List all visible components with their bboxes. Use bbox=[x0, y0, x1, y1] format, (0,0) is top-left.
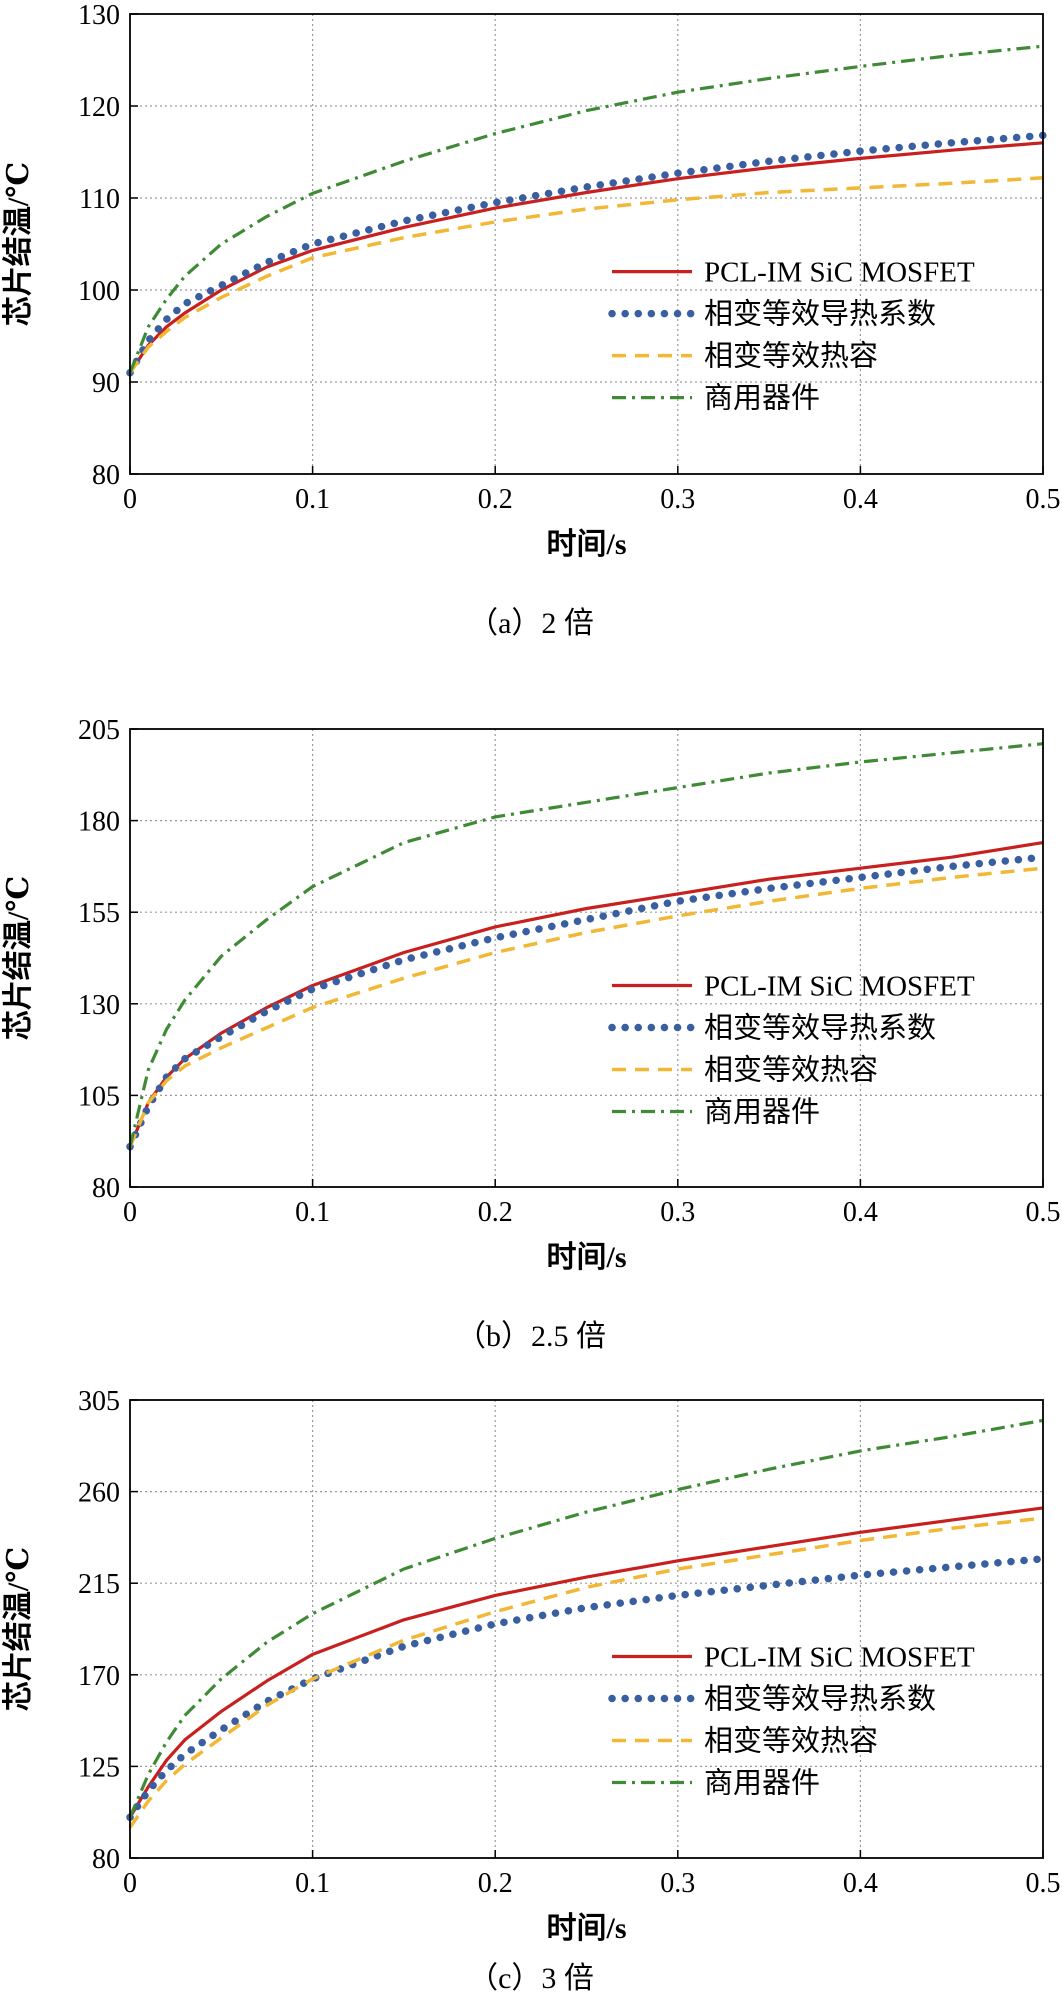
x-tick-label: 0 bbox=[123, 1868, 137, 1899]
y-tick-label: 205 bbox=[78, 715, 120, 746]
y-tick-label: 105 bbox=[78, 1081, 120, 1112]
chart-panel-3: 0 0.1 0.2 0.3 0.4 0.5 80 125 170 215 260 305 时间/s 芯片结… bbox=[2, 1386, 1061, 1995]
x-tick-label: 0.4 bbox=[843, 1197, 878, 1228]
x-axis-label: 时间/s bbox=[546, 528, 626, 561]
legend-label-2: 相变等效导热系数 bbox=[704, 298, 936, 331]
legend-label-4: 商用器件 bbox=[704, 1766, 820, 1799]
y-tick-label: 180 bbox=[78, 807, 120, 838]
plot-frame bbox=[129, 728, 1044, 1188]
y-tick-label: 120 bbox=[78, 92, 120, 123]
series-line-4 bbox=[128, 1418, 1044, 1818]
x-tick-label: 0.5 bbox=[1026, 1197, 1061, 1228]
plot-frame bbox=[129, 13, 1044, 475]
chart-panel-1: 0 0.1 0.2 0.3 0.4 0.5 80 90 100 110 120 130 时间/s 芯片结温… bbox=[2, 0, 1061, 640]
y-tick-label: 215 bbox=[78, 1569, 120, 1600]
series-line-4 bbox=[128, 742, 1044, 1148]
series-line-1 bbox=[128, 841, 1044, 1148]
y-tick-label: 80 bbox=[92, 460, 120, 491]
x-tick-label: 0.4 bbox=[843, 484, 878, 515]
legend-label-3: 相变等效热容 bbox=[704, 1724, 878, 1757]
series-line-2 bbox=[126, 131, 1047, 377]
x-tick-label: 0.5 bbox=[1026, 484, 1061, 515]
series-line-1 bbox=[128, 141, 1044, 374]
legend-label-1: PCL-IM SiC MOSFET bbox=[704, 1641, 975, 1673]
legend-label-1: PCL-IM SiC MOSFET bbox=[704, 970, 975, 1002]
y-tick-label: 90 bbox=[92, 368, 120, 399]
panel-caption: （c）3 倍 bbox=[468, 1962, 594, 1995]
y-tick-label: 260 bbox=[78, 1478, 120, 1509]
x-axis-label: 时间/s bbox=[546, 1912, 626, 1945]
x-tick-label: 0 bbox=[123, 1197, 137, 1228]
x-tick-label: 0.1 bbox=[295, 1197, 330, 1228]
legend-label-3: 相变等效热容 bbox=[704, 1053, 878, 1086]
y-axis-label: 芯片结温/℃ bbox=[2, 876, 35, 1040]
legend-label-4: 商用器件 bbox=[704, 382, 820, 415]
x-tick-label: 0.2 bbox=[478, 1197, 513, 1228]
y-tick-label: 80 bbox=[92, 1844, 120, 1875]
x-tick-label: 0.3 bbox=[660, 484, 695, 515]
plot-frame bbox=[129, 1399, 1044, 1859]
legend-label-3: 相变等效热容 bbox=[704, 340, 878, 373]
x-tick-label: 0.3 bbox=[660, 1868, 695, 1899]
x-tick-label: 0.1 bbox=[295, 484, 330, 515]
x-tick-label: 0.3 bbox=[660, 1197, 695, 1228]
chart-panel-2: 0 0.1 0.2 0.3 0.4 0.5 80 105 130 155 180 205 时间/s 芯片结… bbox=[2, 715, 1061, 1353]
x-tick-label: 0.2 bbox=[478, 1868, 513, 1899]
series-line-3 bbox=[128, 866, 1044, 1148]
legend-label-1: PCL-IM SiC MOSFET bbox=[704, 257, 975, 289]
y-axis-label: 芯片结温/℃ bbox=[2, 1547, 35, 1711]
legend-label-4: 商用器件 bbox=[704, 1095, 820, 1128]
y-tick-label: 170 bbox=[78, 1661, 120, 1692]
y-tick-label: 130 bbox=[78, 990, 120, 1021]
series-line-3 bbox=[128, 176, 1044, 374]
y-tick-label: 80 bbox=[92, 1173, 120, 1204]
series-line-2 bbox=[126, 1555, 1047, 1822]
x-tick-label: 0 bbox=[123, 484, 137, 515]
y-tick-label: 110 bbox=[79, 184, 120, 215]
series-line-4 bbox=[128, 44, 1044, 374]
y-tick-label: 155 bbox=[78, 898, 120, 929]
x-tick-label: 0.5 bbox=[1026, 1868, 1061, 1899]
x-tick-label: 0.2 bbox=[478, 484, 513, 515]
y-tick-label: 125 bbox=[78, 1752, 120, 1783]
series-line-1 bbox=[128, 1506, 1044, 1819]
x-tick-label: 0.4 bbox=[843, 1868, 878, 1899]
panel-caption: （b）2.5 倍 bbox=[456, 1320, 606, 1353]
x-tick-label: 0.1 bbox=[295, 1868, 330, 1899]
y-axis-label: 芯片结温/℃ bbox=[2, 162, 35, 326]
legend-label-2: 相变等效导热系数 bbox=[704, 1682, 936, 1715]
y-tick-label: 305 bbox=[78, 1386, 120, 1417]
panel-caption: （a）2 倍 bbox=[468, 607, 594, 640]
x-axis-label: 时间/s bbox=[546, 1241, 626, 1274]
y-tick-label: 100 bbox=[78, 276, 120, 307]
y-tick-label: 130 bbox=[78, 0, 120, 31]
legend-label-2: 相变等效导热系数 bbox=[704, 1011, 936, 1044]
